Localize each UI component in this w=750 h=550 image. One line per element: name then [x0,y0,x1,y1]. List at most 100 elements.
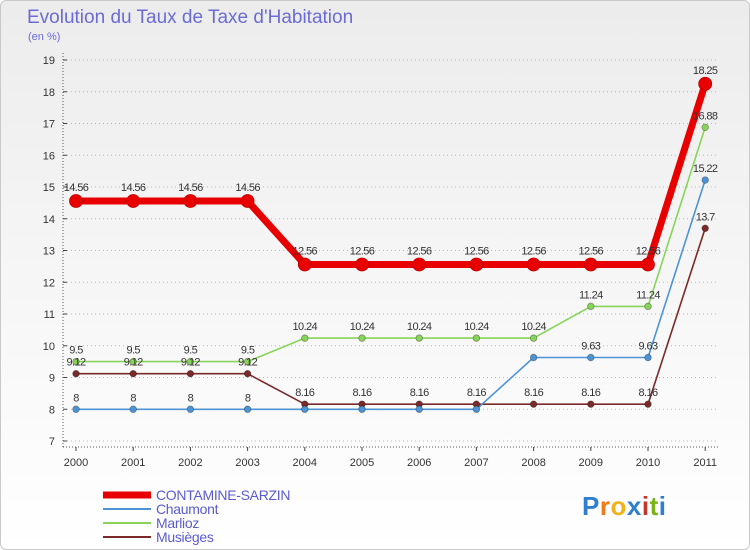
data-label: 12.56 [636,245,661,257]
data-point [243,357,252,366]
data-point [243,405,252,413]
data-point [698,76,713,91]
data-label: 14.56 [235,182,260,194]
data-point [644,302,652,311]
x-tick-label: 2011 [693,457,717,469]
x-tick-label: 2003 [235,457,259,469]
data-label: 8 [245,392,251,404]
data-label: 9.5 [184,345,198,357]
x-tick-label: 2007 [464,457,488,469]
logo-letter: o [610,491,627,521]
grid-layer [63,59,719,442]
y-tick-label: 13 [43,246,55,258]
data-point [355,257,369,272]
data-point [469,257,484,272]
data-point [644,353,652,362]
legend-label: Marlioz [156,515,199,531]
chart-subtitle: (en %) [28,31,61,43]
data-label: 14.56 [64,182,89,194]
data-point [186,405,195,413]
data-point [69,194,83,208]
data-label: 9.63 [638,340,657,352]
data-labels-layer: 14.56 14.56 14.56 14.56 12.56 12.56 12.56 12.56… [64,65,719,404]
data-label: 9.63 [581,340,600,352]
data-label: 9.12 [238,357,257,369]
legend-label: CONTAMINE-SARZIN [156,487,290,503]
data-label: 15.22 [693,163,718,175]
data-label: 12.56 [579,245,604,257]
data-point [129,357,137,366]
data-label: 8 [188,392,194,404]
y-tick-label: 17 [43,119,55,131]
data-point [701,176,709,184]
data-point [186,357,195,366]
data-label: 8.16 [524,387,543,399]
data-point [186,369,195,378]
data-point [240,194,255,208]
data-label: 9.12 [66,357,85,369]
series-line-2 [75,126,706,363]
data-label: 13.7 [696,211,715,223]
data-label: 14.56 [178,182,203,194]
data-label: 9.5 [69,345,83,357]
logo-letter: t [649,491,659,521]
data-label: 14.56 [121,182,146,194]
data-point [72,357,80,366]
data-point [644,400,652,408]
data-label: 12.56 [407,245,432,257]
data-label: 16.88 [693,110,718,122]
y-tick-label: 19 [43,55,55,67]
data-point [243,369,252,378]
y-tick-label: 15 [43,182,55,194]
chart-title: Evolution du Taux de Taxe d'Habitation [27,7,354,28]
logo-letter: x [626,491,642,521]
x-tick-label: 2004 [293,457,317,469]
data-label: 10.24 [350,321,375,333]
data-label: 8.16 [467,387,486,399]
data-point [415,334,423,342]
data-point [358,334,366,342]
data-point [701,224,709,232]
data-point [72,369,80,378]
data-point [129,405,137,413]
x-tick-label: 2005 [350,457,374,469]
x-tick-label: 2006 [407,457,431,469]
data-label: 18.25 [693,65,718,77]
data-label: 12.56 [464,245,489,257]
data-label: 9.5 [241,345,255,357]
proxiti-logo: Proxiti [582,491,666,522]
y-tick-label: 16 [43,150,55,162]
data-point [472,405,481,413]
series-points-layer [69,76,713,413]
y-tick-label: 14 [43,214,55,226]
data-point [72,405,80,413]
y-tick-label: 9 [49,373,55,385]
data-label: 8.16 [295,387,314,399]
data-label: 12.56 [521,245,546,257]
data-label: 10.24 [464,321,489,333]
data-label: 9.12 [181,357,200,369]
data-point [126,194,141,208]
data-point [529,334,538,342]
data-point [358,405,366,413]
data-label: 8.16 [410,387,429,399]
data-label: 11.24 [636,289,660,301]
data-point [297,257,312,272]
series-line-3 [75,227,706,405]
series-line-0 [72,80,709,268]
legend-label: Chaumont [156,501,219,517]
data-label: 10.24 [521,321,546,333]
y-tick-label: 12 [43,277,55,289]
y-tick-label: 11 [44,309,55,321]
data-point [415,405,423,413]
x-tick-label: 2008 [521,457,545,469]
data-point [301,405,309,413]
data-point [701,123,709,132]
legend-label: Musièges [156,529,214,545]
data-point [526,257,541,272]
y-tick-label: 8 [49,404,55,416]
series-lines-layer [72,80,709,411]
data-point [472,334,481,342]
